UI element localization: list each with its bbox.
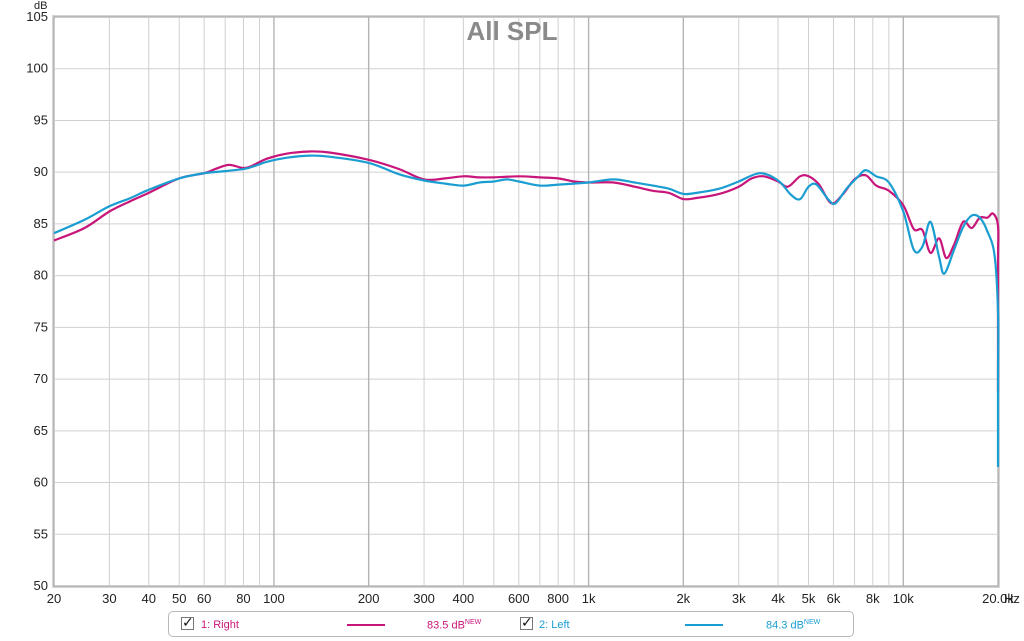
y-tick-label: 105	[26, 9, 48, 24]
y-tick-label: 95	[34, 112, 48, 127]
y-axis-unit-label: dB	[34, 0, 47, 12]
x-tick-label: 1k	[582, 591, 596, 606]
y-tick-label: 80	[34, 268, 48, 283]
legend-item-left[interactable]: ✓ 2: Left 84.3 dBNEW	[509, 612, 849, 636]
x-tick-label: 600	[508, 591, 530, 606]
checkbox-right[interactable]: ✓	[181, 615, 194, 631]
x-tick-labels: 20 30 40 50 60 80 100 200 300 400 600 800 1k 2k 3k 4k 5k…	[47, 591, 1015, 606]
y-tick-label: 100	[26, 61, 48, 76]
legend-label-left: 2: Left	[539, 619, 570, 631]
legend-item-right[interactable]: ✓ 1: Right 83.5 dBNEW	[169, 612, 509, 636]
legend-value-left: 84.3 dBNEW	[766, 619, 820, 632]
legend-label-right: 1: Right	[201, 619, 239, 631]
x-tick-label: 300	[413, 591, 435, 606]
y-tick-label: 85	[34, 216, 48, 231]
chart-title: All SPL	[466, 16, 557, 46]
x-tick-label: 6k	[827, 591, 841, 606]
x-tick-label: 3k	[732, 591, 746, 606]
x-tick-label: 80	[236, 591, 250, 606]
legend-value-right-text: 83.5 dB	[427, 619, 465, 632]
x-tick-label: 50	[172, 591, 186, 606]
legend-swatch-right	[347, 624, 385, 626]
x-tick-label: 2k	[676, 591, 690, 606]
series-line-left	[53, 154, 1000, 467]
legend-new-left: NEW	[803, 619, 821, 626]
x-tick-label: 5k	[802, 591, 816, 606]
y-tick-label: 60	[34, 475, 48, 490]
legend-new-right: NEW	[464, 619, 482, 626]
x-tick-label: 100	[263, 591, 285, 606]
x-axis-unit-label: Hz	[1004, 591, 1020, 606]
x-tick-label: 20	[47, 591, 61, 606]
x-tick-label: 10k	[893, 591, 914, 606]
legend-box: ✓ 1: Right 83.5 dBNEW ✓ 2: Left 84.3 dBN…	[168, 611, 854, 637]
y-tick-label: 65	[34, 423, 48, 438]
y-tick-label: 55	[34, 526, 48, 541]
legend-value-left-text: 84.3 dB	[766, 619, 804, 632]
y-tick-label: 50	[34, 578, 48, 593]
x-tick-label: 200	[358, 591, 380, 606]
y-tick-label: 75	[34, 319, 48, 334]
x-tick-label: 60	[197, 591, 211, 606]
x-tick-label: 8k	[866, 591, 880, 606]
x-tick-label: 20.0k	[982, 591, 1014, 606]
checkbox-left[interactable]: ✓	[520, 615, 533, 631]
x-tick-label: 400	[453, 591, 475, 606]
x-tick-label: 30	[102, 591, 116, 606]
x-tick-label: 800	[547, 591, 569, 606]
y-tick-label: 90	[34, 164, 48, 179]
x-tick-label: 40	[141, 591, 155, 606]
plot-area	[53, 16, 999, 587]
x-tick-label: 4k	[771, 591, 785, 606]
y-tick-labels: 50 55 60 65 70 75 80 85 90 95 100 105	[26, 9, 48, 593]
legend-value-right: 83.5 dBNEW	[427, 619, 481, 632]
series-line-right	[53, 150, 1000, 392]
grid-lines	[54, 17, 998, 586]
y-tick-label: 70	[34, 371, 48, 386]
legend-swatch-left	[685, 624, 723, 626]
series-layer	[53, 150, 1000, 467]
